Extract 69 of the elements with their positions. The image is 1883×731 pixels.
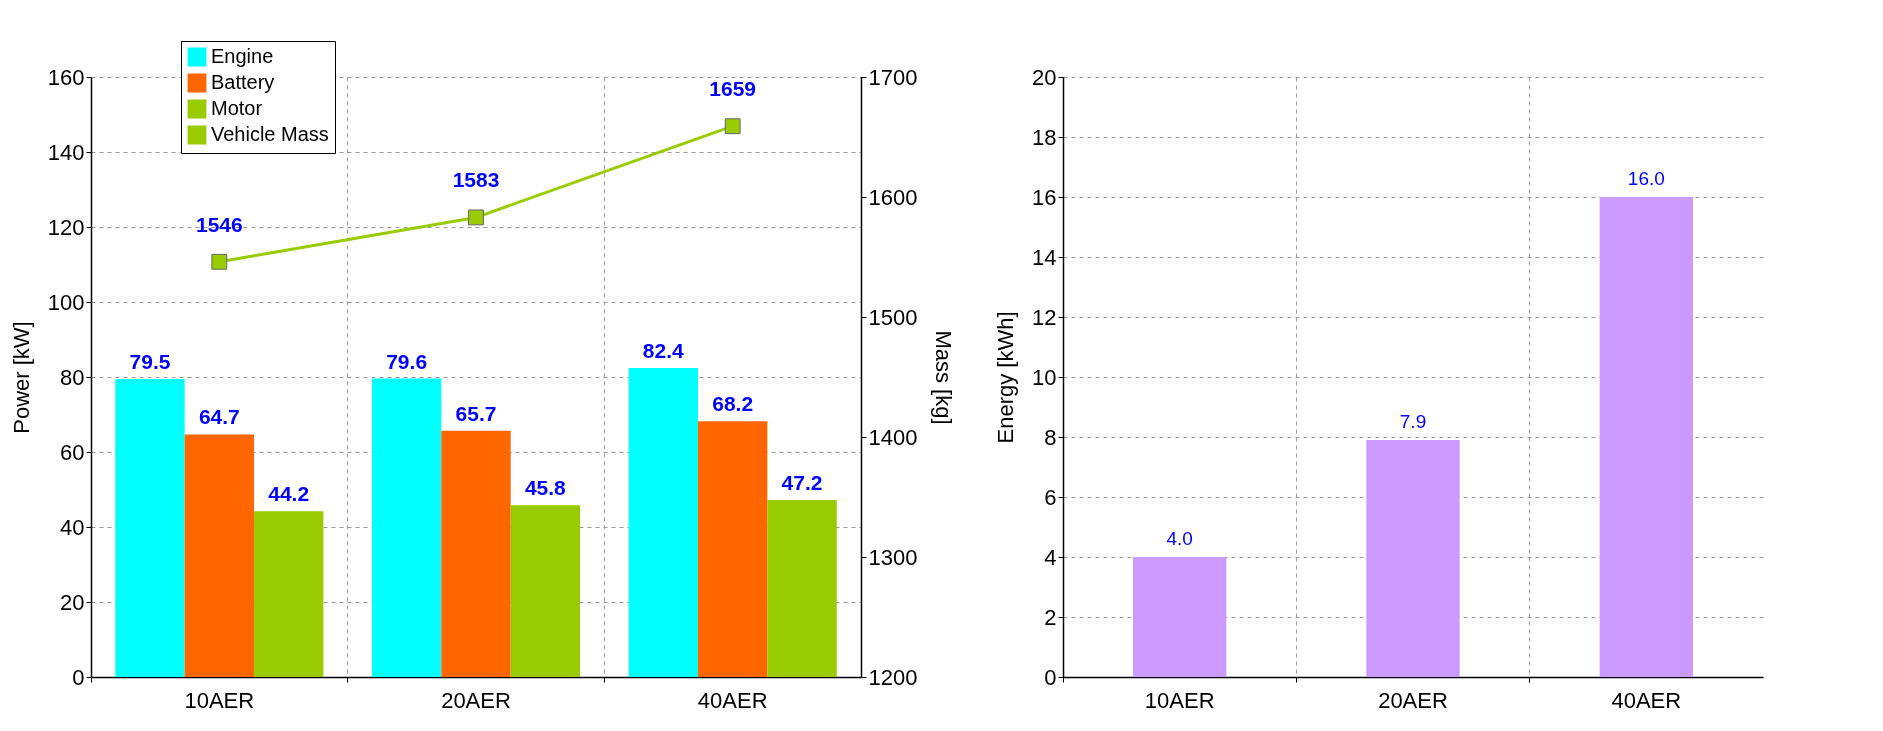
y-tick-label: 2 bbox=[1044, 604, 1057, 630]
y2-tick-label: 1700 bbox=[868, 64, 918, 90]
y-tick-label: 8 bbox=[1044, 424, 1057, 450]
y2-tick-label: 1200 bbox=[868, 664, 918, 690]
bar bbox=[628, 368, 698, 677]
x-tick-label: 10AER bbox=[184, 687, 255, 713]
bar bbox=[767, 500, 837, 677]
y-tick-label: 0 bbox=[72, 664, 85, 690]
point bbox=[724, 118, 741, 135]
bar bbox=[184, 434, 255, 677]
x-tick-label: 10AER bbox=[1144, 687, 1215, 713]
data-label: 4.0 bbox=[1166, 528, 1193, 549]
point bbox=[468, 209, 484, 226]
y-tick-label: 12 bbox=[1032, 304, 1057, 330]
legend-label: Engine bbox=[211, 45, 274, 67]
data-label: 64.7 bbox=[198, 405, 240, 429]
point bbox=[211, 253, 228, 270]
y-tick-label: 16 bbox=[1032, 184, 1057, 210]
y-axis-title: Energy [kWh] bbox=[993, 311, 1019, 444]
y2-tick-label: 1300 bbox=[868, 544, 918, 570]
x-tick-label: 40AER bbox=[1611, 687, 1682, 713]
y-tick-label: 140 bbox=[47, 139, 85, 165]
data-label: 65.7 bbox=[455, 401, 497, 425]
legend-label: Motor bbox=[211, 97, 263, 119]
y-tick-label: 10 bbox=[1032, 364, 1057, 390]
bar bbox=[441, 430, 511, 677]
y-tick-label: 18 bbox=[1032, 124, 1057, 150]
data-label: 44.2 bbox=[268, 482, 310, 506]
data-label: 1659 bbox=[709, 77, 757, 101]
data-label: 47.2 bbox=[781, 471, 823, 494]
x-tick-label: 20AER bbox=[441, 687, 511, 713]
bar bbox=[1133, 557, 1227, 677]
bar bbox=[115, 378, 185, 677]
bar bbox=[1366, 440, 1460, 677]
y-tick-label: 6 bbox=[1044, 484, 1057, 510]
y2-axis-title: Mass [kg] bbox=[931, 330, 957, 425]
data-label: 68.2 bbox=[712, 392, 754, 416]
bar bbox=[254, 511, 324, 677]
data-label: 16.0 bbox=[1627, 168, 1665, 189]
data-label: 1583 bbox=[452, 168, 500, 192]
y-tick-label: 4 bbox=[1044, 544, 1057, 570]
data-label: 7.9 bbox=[1399, 411, 1427, 432]
data-label: 82.4 bbox=[642, 339, 685, 362]
x-tick-label: 40AER bbox=[697, 687, 768, 713]
bar bbox=[371, 378, 442, 677]
y-tick-label: 120 bbox=[47, 214, 85, 240]
data-label: 79.6 bbox=[386, 349, 428, 373]
bar bbox=[697, 421, 768, 677]
legend-label: Battery bbox=[211, 71, 275, 93]
x-tick-label: 20AER bbox=[1378, 687, 1448, 713]
legend-label: Vehicle Mass bbox=[211, 123, 329, 145]
y2-tick-label: 1400 bbox=[868, 424, 918, 450]
y-tick-label: 14 bbox=[1032, 244, 1057, 270]
y2-tick-label: 1500 bbox=[868, 304, 918, 330]
y-tick-label: 80 bbox=[60, 364, 85, 390]
y2-tick-label: 1600 bbox=[868, 184, 918, 210]
y-tick-label: 60 bbox=[60, 439, 85, 465]
y-tick-label: 20 bbox=[60, 589, 85, 615]
y-tick-label: 40 bbox=[60, 514, 85, 540]
y-tick-label: 0 bbox=[1044, 664, 1057, 690]
data-label: 79.5 bbox=[129, 349, 171, 373]
bar bbox=[1599, 197, 1693, 677]
bar bbox=[510, 505, 581, 677]
y-axis-title: Power [kW] bbox=[8, 321, 34, 434]
y-tick-label: 160 bbox=[47, 64, 85, 90]
data-label: 45.8 bbox=[524, 476, 567, 500]
data-label: 1546 bbox=[195, 212, 243, 236]
y-tick-label: 20 bbox=[1032, 64, 1057, 90]
y-tick-label: 100 bbox=[47, 289, 85, 315]
